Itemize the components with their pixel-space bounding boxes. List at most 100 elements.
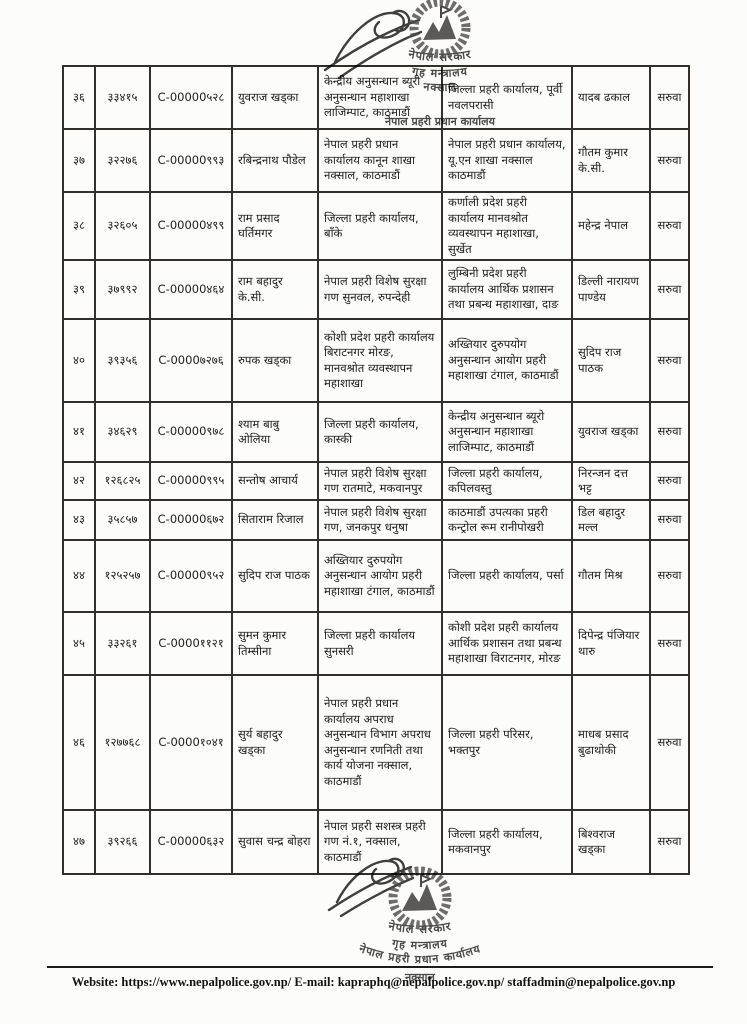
stamp-line-government: नेपाल सरकार <box>406 47 472 65</box>
cell-name: सुदिप राज पाठक <box>231 539 319 614</box>
cell-new-office: कोशी प्रदेश प्रहरी कार्यालय आर्थिक प्रशा… <box>441 611 573 677</box>
cell-cno: C-00000५२८ <box>149 65 233 130</box>
cell-sn: ४७ <box>62 809 96 876</box>
cell-recommender: यादब ढकाल <box>571 65 651 130</box>
cell-sn: ४१ <box>62 401 96 464</box>
cell-name: सुमन कुमार तिम्सीना <box>231 611 319 677</box>
cell-sn: ४० <box>62 318 96 404</box>
cell-cno: C-00000९५२ <box>149 539 233 614</box>
cell-code: १२६८२५ <box>94 461 151 502</box>
cell-sn: ३८ <box>62 190 96 262</box>
cell-current-office: अख्तियार दुरुपयोग अनुसन्धान आयोग प्रहरी … <box>317 539 443 614</box>
cell-recommender: सुदिप राज पाठक <box>571 318 651 404</box>
coat-of-arms-emblem <box>409 0 471 59</box>
cell-code: १२७७६८ <box>94 674 151 812</box>
table-row: ४२ १२६८२५ C-00000९९५ सन्तोष आचार्य नेपाल प्र… <box>62 461 690 502</box>
cell-sn: ४४ <box>62 539 96 614</box>
cell-new-office: केन्द्रीय अनुसन्धान ब्यूरो अनुसन्धान महा… <box>441 401 573 464</box>
cell-current-office: जिल्ला प्रहरी कार्यालय सुनसरी <box>317 611 443 677</box>
cell-code: ३९२६६ <box>94 809 151 876</box>
footer-divider <box>47 966 713 968</box>
cell-code: ३४६२९ <box>94 401 151 464</box>
cell-sn: ४२ <box>62 461 96 502</box>
cell-recommender: बिश्वराज खड्का <box>571 809 651 876</box>
cell-current-office: नेपाल प्रहरी प्रधान कार्यालय अपराध अनुसन… <box>317 674 443 812</box>
cell-recommender: माधब प्रसाद बुढाथोकी <box>571 674 651 812</box>
table-row: ३९ ३७९९२ C-00000४६४ राम बहादुर के.सी. नेपाल … <box>62 259 690 321</box>
cell-new-office: जिल्ला प्रहरी कार्यालय, पूर्वी नवलपरासी <box>441 65 573 130</box>
cell-status: सरुवा <box>649 461 690 502</box>
cell-recommender: गौतम कुमार के.सी. <box>571 128 651 193</box>
cell-current-office: कोशी प्रदेश प्रहरी कार्यालय बिराटनगर मोर… <box>317 318 443 404</box>
cell-current-office: नेपाल प्रहरी सशस्त्र प्रहरी गण नं.१, नक्… <box>317 809 443 876</box>
table-row: ४० ३९३५६ C-0000७२७६ रुपक खड्का कोशी प्रदेश प… <box>62 318 690 404</box>
svg-text:नेपाल सरकार: नेपाल सरकार <box>386 919 453 937</box>
cell-recommender: गौतम मिश्र <box>571 539 651 614</box>
coat-of-arms-emblem <box>388 866 452 930</box>
cell-name: रुपक खड्का <box>231 318 319 404</box>
cell-status: सरुवा <box>649 318 690 404</box>
table-row: ४३ ३५८५७ C-00000६७२ सिताराम रिजाल नेपाल प्रह… <box>62 499 690 542</box>
cell-cno: C-00000९९३ <box>149 128 233 193</box>
table-row: ४४ १२५२५७ C-00000९५२ सुदिप राज पाठक अख्तियार… <box>62 539 690 614</box>
cell-new-office: लुम्बिनी प्रदेश प्रहरी कार्यालय आर्थिक प… <box>441 259 573 321</box>
cell-sn: ३९ <box>62 259 96 321</box>
cell-current-office: नेपाल प्रहरी विशेष सुरक्षा गण सुनवल, रुप… <box>317 259 443 321</box>
cell-code: ३५८५७ <box>94 499 151 542</box>
transfer-table-body: ३६ ३३४१५ C-00000५२८ युवराज खड्का केन्द्रीय अ… <box>62 65 690 876</box>
table-row: ३७ ३२२७६ C-00000९९३ रबिन्द्रनाथ पौडेल नेपाल … <box>62 128 690 193</box>
cell-status: सरुवा <box>649 809 690 876</box>
table-row: ४५ ३३२६१ C-0000११२१ सुमन कुमार तिम्सीना जिल्… <box>62 611 690 677</box>
stamp-line-ministry: गृह मन्त्रालय <box>390 937 448 952</box>
cell-status: सरुवा <box>649 401 690 464</box>
cell-status: सरुवा <box>649 611 690 677</box>
table-row: ४७ ३९२६६ C-00000६३२ सुवास चन्द्र बोहरा नेपाल… <box>62 809 690 876</box>
stamp-line-office: नेपाल प्रहरी प्रधान कार्यालय <box>356 941 481 966</box>
cell-name: सिताराम रिजाल <box>231 499 319 542</box>
cell-current-office: नेपाल प्रहरी विशेष सुरक्षा गण रातमाटे, म… <box>317 461 443 502</box>
cell-new-office: जिल्ला प्रहरी कार्यालय, मकवानपुर <box>441 809 573 876</box>
cell-status: सरुवा <box>649 259 690 321</box>
cell-sn: ३६ <box>62 65 96 130</box>
cell-cno: C-00000६७२ <box>149 499 233 542</box>
cell-cno: C-0000७२७६ <box>149 318 233 404</box>
cell-name: सुर्य बहादुर खड्का <box>231 674 319 812</box>
cell-current-office: केन्द्रीय अनुसन्धान ब्यूरो अनुसन्धान महा… <box>317 65 443 130</box>
svg-text:गृह मन्त्रालय: गृह मन्त्रालय <box>390 937 449 952</box>
svg-text:नेपाल प्रहरी प्रधान कार्यालय: नेपाल प्रहरी प्रधान कार्यालय <box>356 941 482 966</box>
cell-current-office: नेपाल प्रहरी प्रधान कार्यालय कानून शाखा … <box>317 128 443 193</box>
cell-current-office: जिल्ला प्रहरी कार्यालय, कास्की <box>317 401 443 464</box>
cell-code: ३३४१५ <box>94 65 151 130</box>
cell-code: १२५२५७ <box>94 539 151 614</box>
cell-new-office: नेपाल प्रहरी प्रधान कार्यालय, यू.एन शाखा… <box>441 128 573 193</box>
cell-cno: C-0000१०४१ <box>149 674 233 812</box>
cell-name: राम प्रसाद घर्तिमगर <box>231 190 319 262</box>
cell-recommender: डिल्ली नारायण पाण्डेय <box>571 259 651 321</box>
table-row: ४१ ३४६२९ C-00000९७८ श्याम बाबु ओलिया जिल्ला … <box>62 401 690 464</box>
svg-text:नेपाल सरकार: नेपाल सरकार <box>406 47 473 65</box>
cell-name: सुवास चन्द्र बोहरा <box>231 809 319 876</box>
cell-sn: ४३ <box>62 499 96 542</box>
cell-cno: C-00000९७८ <box>149 401 233 464</box>
cell-code: ३२६०५ <box>94 190 151 262</box>
cell-new-office: काठमाडौं उपत्यका प्रहरी कन्ट्रोल रूम रान… <box>441 499 573 542</box>
cell-current-office: जिल्ला प्रहरी कार्यालय, बाँके <box>317 190 443 262</box>
cell-sn: ४६ <box>62 674 96 812</box>
cell-current-office: नेपाल प्रहरी विशेष सुरक्षा गण, जनकपुर धन… <box>317 499 443 542</box>
cell-recommender: महेन्द्र नेपाल <box>571 190 651 262</box>
cell-recommender: युवराज खड्का <box>571 401 651 464</box>
table-row: ४६ १२७७६८ C-0000१०४१ सुर्य बहादुर खड्का नेपा… <box>62 674 690 812</box>
cell-status: सरुवा <box>649 539 690 614</box>
transfer-list-table: ३६ ३३४१५ C-00000५२८ युवराज खड्का केन्द्रीय अ… <box>62 65 690 876</box>
cell-new-office: जिल्ला प्रहरी कार्यालय, कपिलवस्तु <box>441 461 573 502</box>
footer-contact-text: Website: https://www.nepalpolice.gov.np/… <box>71 975 676 989</box>
cell-sn: ३७ <box>62 128 96 193</box>
cell-cno: C-00000४९९ <box>149 190 233 262</box>
table-row: ३८ ३२६०५ C-00000४९९ राम प्रसाद घर्तिमगर जिल्… <box>62 190 690 262</box>
cell-name: राम बहादुर के.सी. <box>231 259 319 321</box>
cell-code: ३३२६१ <box>94 611 151 677</box>
cell-status: सरुवा <box>649 674 690 812</box>
cell-new-office: जिल्ला प्रहरी कार्यालय, पर्सा <box>441 539 573 614</box>
cell-code: ३९३५६ <box>94 318 151 404</box>
